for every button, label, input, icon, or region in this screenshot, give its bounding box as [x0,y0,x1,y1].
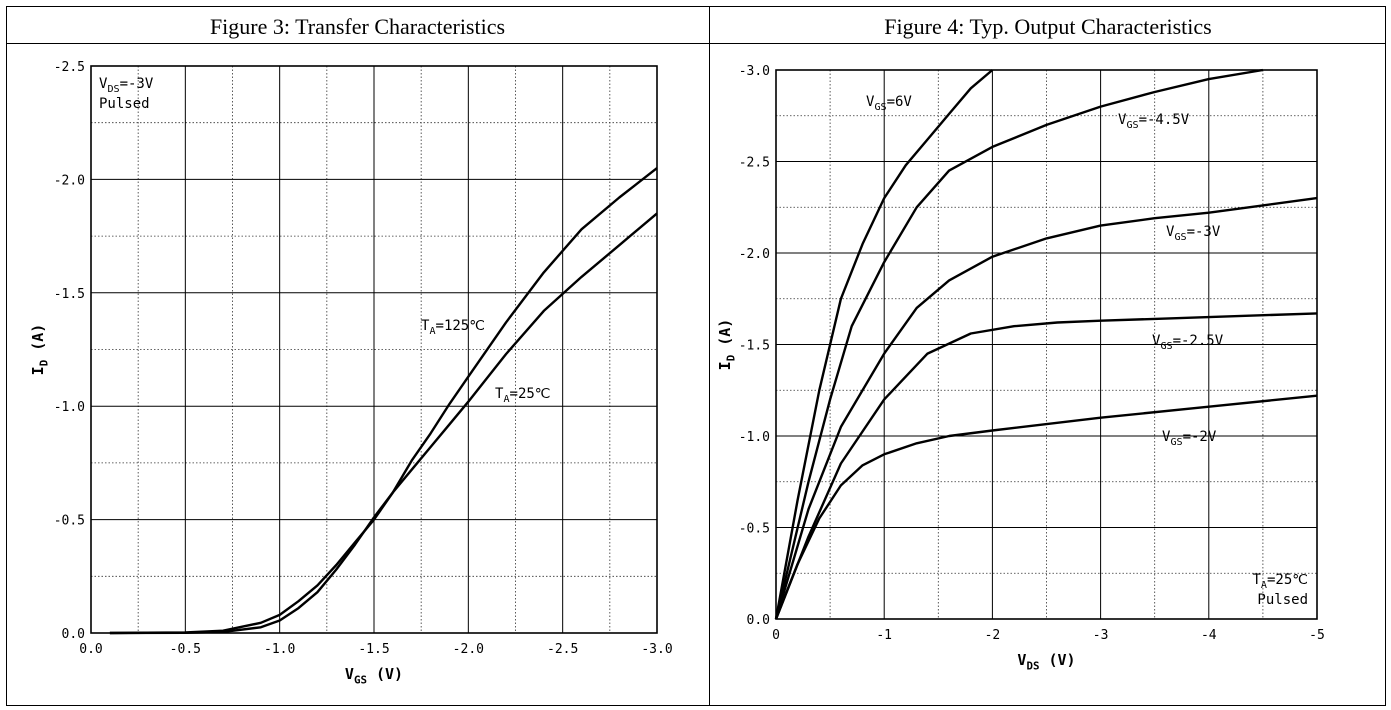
x-tick-label: -5 [1309,628,1325,643]
y-axis-label: ID (A) [29,324,51,376]
series-label: TA=25℃ [495,386,551,405]
figure-4-title: Figure 4: Typ. Output Characteristics [884,14,1212,39]
y-tick-label: -1.0 [739,430,770,445]
series-curve [774,196,1318,620]
series-label: TA=125℃ [421,318,485,337]
x-tick-label: 0 [772,628,780,643]
x-tick-label: 0.0 [79,642,102,657]
output-characteristics-chart: 0 -1 -2 -3 -4 -5 0.0 -0.5 -1.0 -1.5 -2.0 -2.5 -3.0 VD… [716,64,1325,673]
y-tick-label: -1.5 [739,339,770,354]
x-axis-label: VGS (V) [345,665,403,687]
x-tick-label: -0.5 [170,642,201,657]
annotation-pulsed: Pulsed [1257,592,1308,608]
series-curve [109,167,658,635]
x-tick-label: -1.5 [358,642,389,657]
y-tick-label: -2.5 [54,60,85,75]
x-tick-label: -3.0 [641,642,672,657]
transfer-characteristics-chart: 0.0 -0.5 -1.0 -1.5 -2.0 -2.5 -3.0 0.0 -0.5 -1.0 -1… [29,60,673,687]
x-axis-label: VDS (V) [1017,651,1075,673]
series-label: VGS=-2.5V [1152,333,1224,352]
series-curve [109,212,658,635]
y-tick-label: 0.0 [62,627,85,642]
annotation-pulsed: Pulsed [99,96,150,112]
y-tick-label: -2.0 [54,173,85,188]
figure-3-title: Figure 3: Transfer Characteristics [209,14,506,39]
series-label: VGS=-3V [1166,224,1221,243]
x-tick-label: -2.5 [547,642,578,657]
header-divider [6,43,1386,44]
series-curve [774,69,994,620]
y-tick-label: -1.5 [54,287,85,302]
y-axis-label: ID (A) [716,319,738,371]
y-tick-label: -0.5 [54,514,85,529]
y-tick-label: -2.5 [739,156,770,171]
figure-frame [6,6,1386,706]
y-tick-label: 0.0 [747,613,770,628]
series-label: VGS=-2V [1162,429,1217,448]
annotation-text: TA=25℃ [1252,572,1308,591]
series-curve [774,394,1318,620]
plot-border [90,65,658,634]
x-tick-label: -1.0 [264,642,295,657]
y-tick-label: -2.0 [739,247,770,262]
y-tick-label: -3.0 [739,64,770,79]
y-tick-label: -0.5 [739,522,770,537]
series-curve [774,68,1264,620]
y-tick-label: -1.0 [54,400,85,415]
series-label: VGS=6V [866,94,912,113]
series-curve [774,312,1318,620]
plot-border [775,69,1318,620]
x-tick-label: -3 [1093,628,1109,643]
x-tick-label: -2 [985,628,1001,643]
column-divider [709,6,710,706]
x-tick-label: -4 [1201,628,1217,643]
x-tick-label: -1 [876,628,892,643]
series-label: VGS=-4.5V [1118,112,1190,131]
annotation-text: VDS=-3V [99,76,154,95]
x-tick-label: -2.0 [453,642,484,657]
